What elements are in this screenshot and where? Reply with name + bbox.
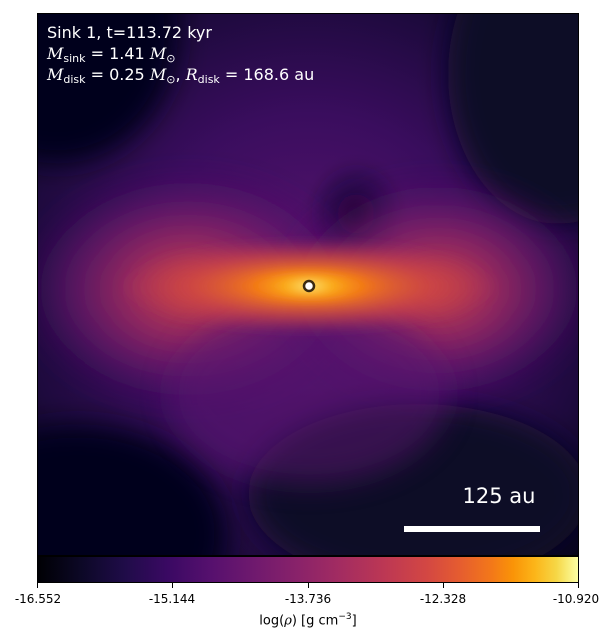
- colorbar-ticklabel: -10.920: [552, 592, 600, 606]
- mdisk-unit: M: [149, 65, 167, 84]
- annotation-disk: Mdisk = 0.25 M⊙, Rdisk = 168.6 au: [47, 64, 314, 90]
- colorbar-label-exp: −3: [338, 612, 352, 622]
- colorbar-ticklabel: -15.144: [148, 592, 196, 606]
- annotation-sink-mass: Msink = 1.41 M⊙: [47, 43, 175, 69]
- colorbar-tick: [578, 583, 579, 588]
- colorbar-label-prefix: log(: [259, 613, 285, 629]
- colorbar-label: log(ρ) [g cm−3]: [37, 612, 579, 628]
- rdisk-sub: disk: [197, 73, 220, 86]
- density-map-panel: Sink 1, t=113.72 kyr Msink = 1.41 M⊙ Mdi…: [37, 13, 579, 556]
- colorbar-tick: [443, 583, 444, 588]
- colorbar-ticklabel: -12.328: [419, 592, 467, 606]
- scalebar-line: [404, 526, 540, 532]
- msink-sub: sink: [63, 52, 86, 65]
- dark-region-bottomleft: [38, 424, 228, 555]
- rdisk-value: = 168.6 au: [219, 65, 315, 84]
- density-map: [38, 14, 578, 555]
- colorbar-tick: [308, 583, 309, 588]
- msink-unit: M: [149, 44, 167, 63]
- scalebar-label: 125 au: [462, 484, 536, 508]
- colorbar-tick: [172, 583, 173, 588]
- annotation-time: Sink 1, t=113.72 kyr: [47, 22, 212, 43]
- sink-marker: [302, 279, 316, 293]
- msink-value: = 1.41: [85, 44, 150, 63]
- density-tail-lower: [169, 304, 449, 484]
- colorbar-ticklabel: -13.736: [284, 592, 332, 606]
- colorbar-label-rho: ρ: [284, 613, 292, 629]
- colorbar-label-mid: ) [g cm: [291, 613, 339, 629]
- rdisk-symbol: R: [185, 65, 198, 84]
- mdisk-unit-sub: ⊙: [166, 73, 176, 86]
- msink-symbol: M: [47, 44, 64, 63]
- colorbar-ticklabel: -16.552: [14, 592, 62, 606]
- colorbar-label-suffix: ]: [351, 613, 357, 629]
- mdisk-sub: disk: [63, 73, 86, 86]
- mdisk-value: = 0.25: [85, 65, 150, 84]
- colorbar-tick: [37, 583, 38, 588]
- mdisk-symbol: M: [47, 65, 64, 84]
- dark-region-topright: [448, 14, 578, 224]
- annotation-separator: ,: [175, 65, 186, 84]
- annotation-time-text: Sink 1, t=113.72 kyr: [47, 23, 212, 42]
- dark-region-topleft: [38, 14, 178, 164]
- msink-unit-sub: ⊙: [166, 52, 176, 65]
- colorbar: [37, 556, 579, 583]
